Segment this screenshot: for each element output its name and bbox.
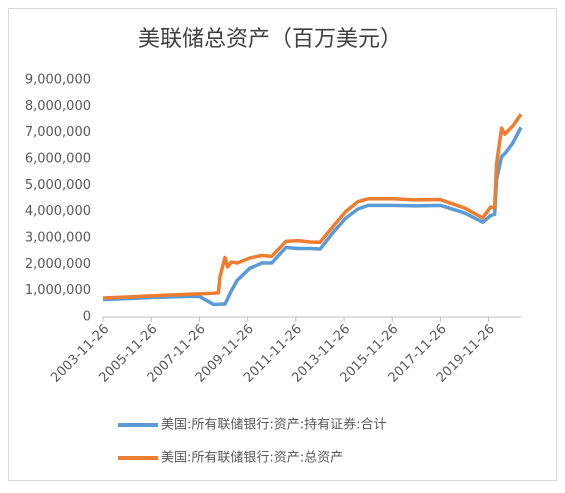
series-line	[102, 113, 523, 300]
y-tick-label: 0	[83, 310, 91, 325]
y-tick-label: 4,000,000	[25, 204, 91, 219]
legend-label: 美国:所有联储银行:资产:总资产	[161, 451, 343, 466]
y-tick-label: 2,000,000	[25, 257, 91, 272]
y-tick-label: 7,000,000	[25, 125, 91, 140]
y-tick-label: 1,000,000	[25, 283, 91, 298]
legend-label: 美国:所有联储银行:资产:持有证券:合计	[161, 417, 387, 433]
y-tick-label: 3,000,000	[25, 231, 91, 246]
series-line	[102, 126, 523, 307]
y-tick-label: 6,000,000	[25, 152, 91, 167]
chart-title: 美联储总资产（百万美元）	[138, 27, 402, 52]
y-tick-label: 5,000,000	[25, 178, 91, 193]
y-tick-label: 9,000,000	[25, 73, 91, 88]
y-tick-label: 8,000,000	[25, 99, 91, 114]
